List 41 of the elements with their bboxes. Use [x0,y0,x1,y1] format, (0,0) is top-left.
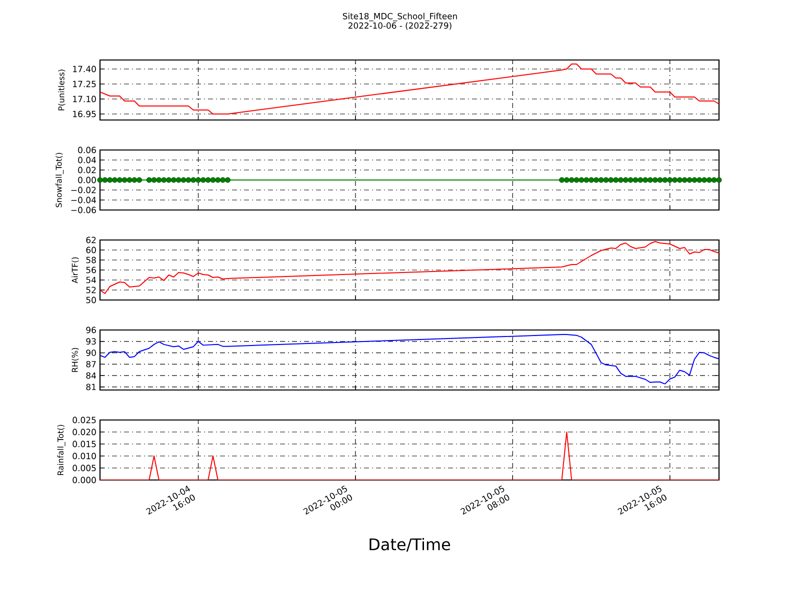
y-tick-label: 17.10 [73,96,96,102]
y-tick-label: −0.06 [71,206,96,214]
y-tick-label: 62 [86,236,96,244]
y-axis-title: AirTF() [72,257,79,284]
y-tick-label: 16.95 [73,110,96,118]
y-tick-label: 58 [86,256,96,264]
y-tick-label: 96 [86,326,96,334]
y-tick-label: 17.40 [73,66,96,72]
y-tick-label: 0.00 [78,176,96,184]
y-tick-label: 54 [86,276,96,284]
y-tick-label: 0.010 [72,452,96,460]
y-tick-label: 0.015 [72,440,96,448]
y-tick-label: 90 [86,350,96,356]
y-tick-label: −0.02 [71,186,96,194]
y-axis-title: P(unitless) [58,70,66,110]
y-axis-title: RH(%) [72,348,79,372]
y-tick-label: 52 [86,286,96,294]
chart-subtitle: 2022-10-06 - (2022-279) [348,22,452,30]
y-tick-label: 56 [86,266,96,274]
y-tick-label: 0.020 [72,428,96,436]
y-tick-label: 0.025 [72,416,96,424]
y-tick-label: 84 [86,372,96,379]
line-series [100,63,720,114]
y-tick-label: 93 [86,338,96,345]
y-tick-label: −0.04 [71,196,96,204]
y-axis-title: Snowfall_Tot() [56,152,64,208]
y-tick-label: 0.06 [78,146,96,154]
y-tick-label: 81 [86,384,96,390]
line-series [100,334,720,384]
y-tick-label: 0.000 [72,476,96,484]
x-axis-title: Date/Time [370,538,450,552]
y-tick-label: 87 [86,360,96,368]
y-axis-title: Rainfall_Tot() [57,424,66,475]
y-tick-label: 0.04 [78,156,96,164]
y-tick-label: 60 [86,246,96,254]
line-series [100,241,720,294]
y-tick-label: 50 [86,296,96,304]
y-tick-label: 0.005 [72,464,96,472]
y-tick-label: 17.25 [73,80,96,88]
y-tick-label: 0.02 [78,166,96,174]
chart-title: Site18_MDC_School_Fifteen [342,12,457,22]
